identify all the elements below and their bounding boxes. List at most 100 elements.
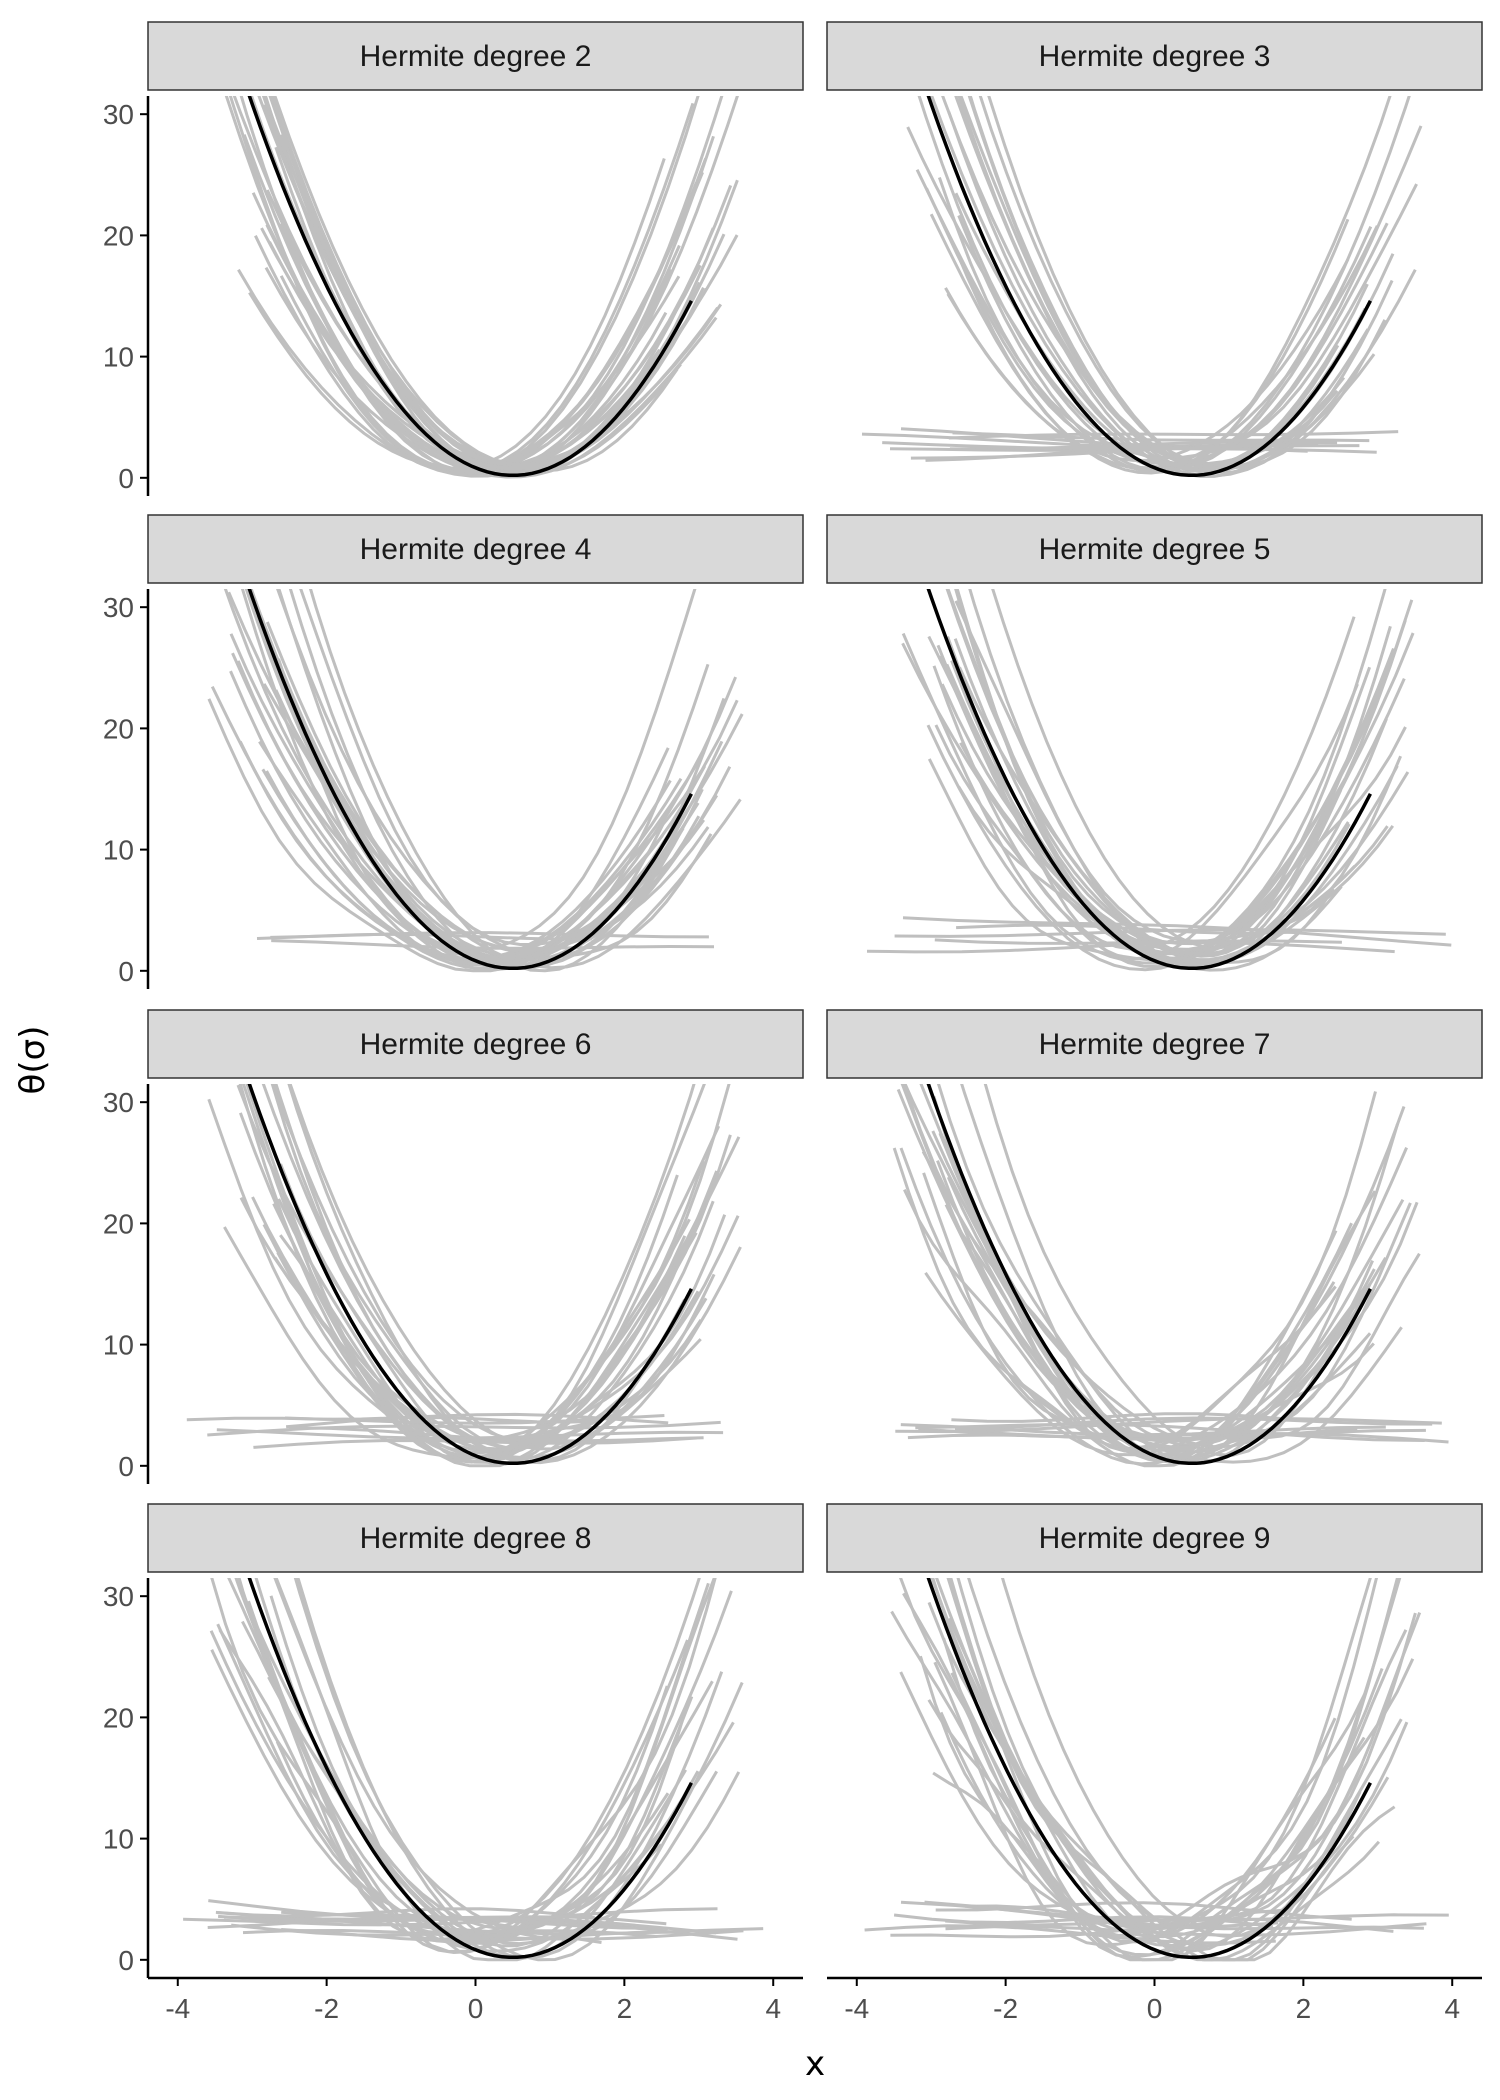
panel-curves [866,589,1452,972]
y-tick-label: 10 [103,342,134,373]
x-axis-title: x [805,2044,825,2084]
replicate-line [215,1907,595,1919]
y-tick-label: 30 [103,1581,134,1612]
replicate-line [228,96,666,471]
x-tick-label: -2 [314,1993,339,2024]
y-tick-label: 20 [103,713,134,744]
facet-strip-label: Hermite degree 2 [360,40,592,73]
reference-line [247,589,693,971]
replicate-line [289,1426,704,1443]
replicate-line [907,1427,1358,1441]
x-tick-label: 0 [468,1993,484,2024]
replicate-line [902,916,1452,947]
facet-panels: Hermite degree 2 0 10 20 30 Hermite degree 3 H… [103,21,1483,1978]
x-tick-label: -4 [165,1993,190,2024]
x-tick-label: 0 [1147,1993,1163,2024]
reference-line [247,1578,693,1960]
replicate-line [944,258,1350,462]
x-axes: -4 -2 0 2 4 -4 -2 0 2 4 [148,1976,1482,2024]
y-tick-label: 20 [103,1702,134,1733]
facet-panel: Hermite degree 4 0 10 20 30 [103,514,804,989]
replicate-line [223,1915,764,1936]
replicate-line [899,1671,1366,1939]
y-tick-label: 0 [118,463,134,494]
facet-strip-label: Hermite degree 5 [1039,533,1271,566]
replicate-line [926,647,1395,972]
replicate-line [207,698,739,973]
replicate-line [957,96,1411,473]
replicate-line [236,660,706,964]
replicate-line [954,96,1339,474]
replicate-line [217,1914,717,1935]
replicate-line [299,589,726,947]
y-tick-label: 30 [103,99,134,130]
facet-strip-label: Hermite degree 3 [1039,40,1271,73]
facet-panel: Hermite degree 8 0 10 20 30 [103,1503,804,1978]
replicate-line [918,1655,1366,1962]
replicate-line [968,96,1369,472]
replicate-line [276,1136,741,1442]
replicate-line [925,187,1389,465]
panel-curves [864,1578,1449,1962]
x-tick-label: -4 [844,1993,869,2024]
y-tick-label: 30 [103,592,134,623]
facet-strip-label: Hermite degree 6 [360,1028,592,1061]
y-tick-label: 0 [118,956,134,987]
replicate-line [931,1091,1377,1453]
facet-strip [826,514,1483,584]
replicate-line [864,1924,1276,1945]
facet-panel: Hermite degree 7 [826,1009,1483,1468]
replicate-line [954,600,1402,943]
y-tick-label: 0 [118,1451,134,1482]
replicate-line [951,1412,1307,1423]
replicate-line [946,589,1387,969]
replicate-line [946,1578,1396,1962]
replicate-line [959,742,1389,967]
replicate-line [939,654,1406,951]
replicate-line [950,1578,1402,1957]
y-tick-label: 0 [118,1945,134,1976]
replicate-line [239,1197,740,1453]
replicate-line [239,96,700,473]
replicate-line [915,1422,1425,1442]
y-axis-title: θ(σ) [13,1026,53,1095]
panel-curves [186,1084,742,1468]
facet-strip [826,21,1483,91]
x-tick-label: 4 [1444,1993,1460,2024]
facet-strip-label: Hermite degree 9 [1039,1522,1271,1555]
replicate-line [240,589,670,972]
replicate-line [924,1147,1408,1457]
facet-strip-label: Hermite degree 7 [1039,1028,1271,1061]
replicate-line [247,1578,701,1936]
replicate-line [248,275,681,470]
reference-line [926,96,1372,478]
y-tick-label: 10 [103,1824,134,1855]
facet-strip-label: Hermite degree 4 [360,533,592,566]
replicate-line [245,1084,679,1464]
replicate-line [952,431,1370,443]
replicate-line [262,1223,702,1460]
x-tick-label: 2 [617,1993,633,2024]
replicate-line [216,1623,714,1937]
replicate-line [910,443,1319,460]
replicate-line [956,923,1299,935]
replicate-line [308,589,704,973]
replicate-line [207,1420,721,1437]
reference-line [247,1084,693,1466]
replicate-line [293,1578,744,1962]
replicate-line [273,1578,718,1940]
replicate-line [896,1088,1359,1449]
facet-panel: Hermite degree 3 [826,21,1483,479]
replicate-line [278,134,715,475]
replicate-line [895,1416,1442,1434]
replicate-line [288,1084,708,1451]
replicate-line [183,1907,718,1927]
facet-strip [147,21,804,91]
replicate-line [238,740,664,970]
replicate-line [967,1578,1384,1929]
replicate-line [270,931,709,939]
x-tick-label: 4 [765,1993,781,2024]
facet-strip-label: Hermite degree 8 [360,1522,592,1555]
y-tick-label: 20 [103,220,134,251]
